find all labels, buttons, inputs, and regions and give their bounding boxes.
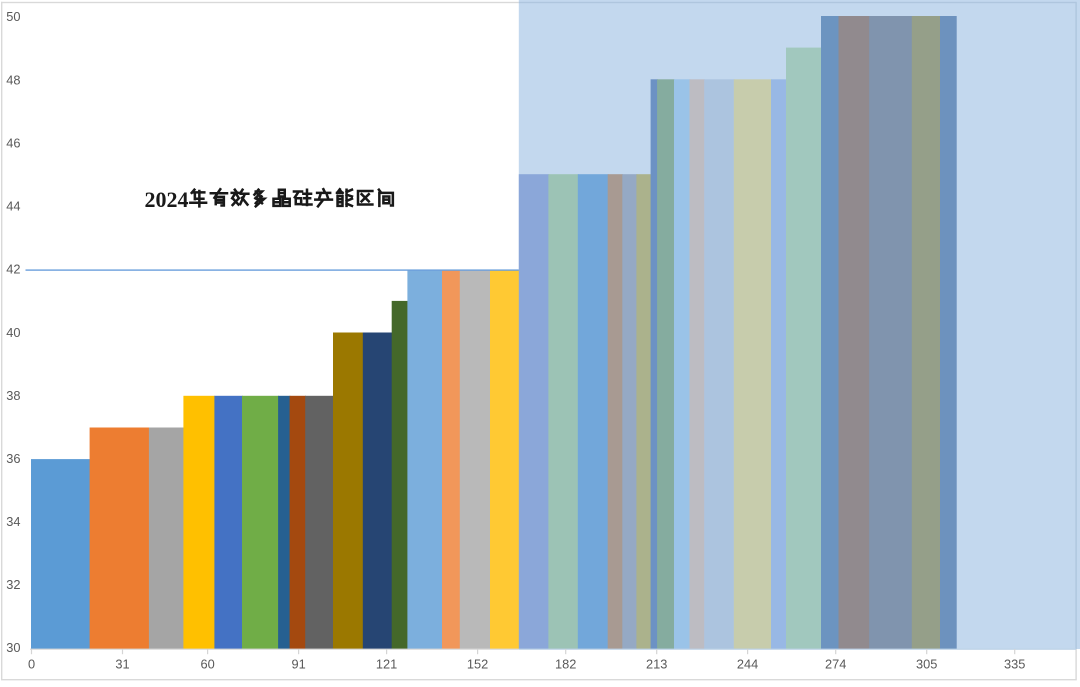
- svg-text:30: 30: [6, 640, 20, 655]
- svg-text:32: 32: [6, 577, 20, 592]
- svg-text:244: 244: [737, 656, 758, 671]
- svg-text:34: 34: [6, 514, 20, 529]
- svg-text:274: 274: [825, 656, 846, 671]
- svg-text:0: 0: [28, 656, 35, 671]
- svg-text:48: 48: [6, 72, 20, 87]
- svg-text:213: 213: [646, 656, 667, 671]
- svg-text:38: 38: [6, 388, 20, 403]
- svg-text:121: 121: [376, 656, 397, 671]
- svg-text:46: 46: [6, 135, 20, 150]
- svg-text:91: 91: [291, 656, 305, 671]
- svg-text:40: 40: [6, 325, 20, 340]
- svg-text:305: 305: [916, 656, 937, 671]
- svg-text:42: 42: [6, 262, 20, 277]
- svg-text:182: 182: [555, 656, 576, 671]
- svg-text:50: 50: [6, 9, 20, 24]
- svg-text:36: 36: [6, 451, 20, 466]
- svg-text:335: 335: [1004, 656, 1025, 671]
- svg-text:152: 152: [467, 656, 488, 671]
- svg-text:2024: 2024: [145, 187, 189, 212]
- svg-text:31: 31: [115, 656, 129, 671]
- svg-text:44: 44: [6, 199, 20, 214]
- svg-text:60: 60: [200, 656, 214, 671]
